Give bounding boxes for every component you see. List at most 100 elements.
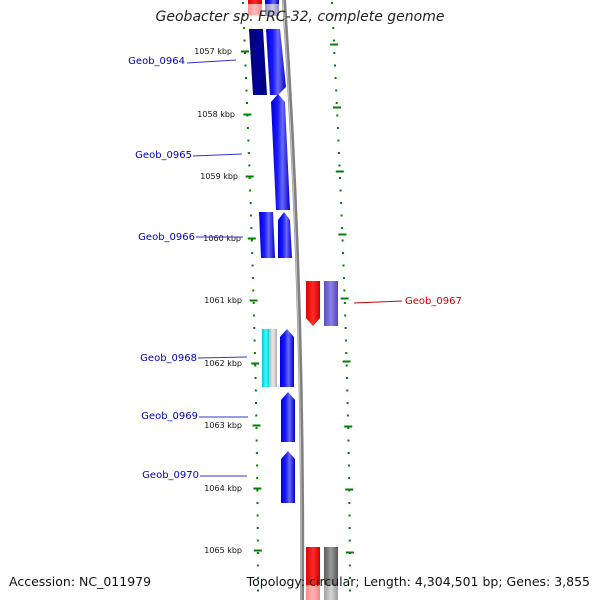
gene-feature-top-light[interactable] — [265, 4, 279, 16]
scale-right-minor-tick — [337, 139, 340, 142]
scale-left-minor-tick — [253, 327, 256, 329]
scale-left-minor-tick — [253, 352, 256, 354]
gene-label-geob-0968[interactable]: Geob_0968 — [140, 353, 197, 364]
gene-feature-geob-0964-navy[interactable] — [249, 29, 267, 95]
gene-feature-geob-0965[interactable] — [271, 94, 290, 210]
scale-left-minor-tick — [247, 152, 250, 154]
gene-feature-geob-0968-cyan[interactable] — [262, 329, 270, 387]
scale-left-major-tick — [252, 424, 261, 427]
leader-geob-0968 — [197, 356, 248, 359]
scale-right-minor-tick — [341, 227, 344, 229]
scale-left-minor-tick — [245, 89, 248, 92]
kbp-label-1059: 1059 kbp — [200, 172, 238, 181]
scale-left-minor-tick — [253, 339, 256, 342]
scale-right-major-tick — [333, 106, 341, 109]
scale-right-major-tick — [344, 425, 353, 428]
kbp-label-1065: 1065 kbp — [204, 546, 242, 555]
scale-right-minor-tick — [334, 64, 336, 67]
scale-left-minor-tick — [244, 64, 247, 67]
kbp-label-1064: 1064 kbp — [204, 484, 242, 493]
scale-left-minor-tick — [249, 189, 252, 192]
scale-right-minor-tick — [342, 277, 345, 279]
scale-right-minor-tick — [342, 252, 344, 254]
gene-label-geob-0967[interactable]: Geob_0967 — [405, 296, 462, 307]
scale-left-minor-tick — [256, 552, 259, 554]
gene-feature-geob-0970[interactable] — [281, 451, 295, 503]
scale-right-minor-tick — [344, 327, 347, 329]
scale-right-major-tick — [345, 551, 354, 554]
leader-geob-0967 — [353, 300, 403, 304]
scale-right-minor-tick — [346, 402, 349, 404]
leader-geob-0965 — [192, 153, 243, 157]
gene-label-leaders — [186, 59, 403, 477]
scale-right-minor-tick — [349, 589, 351, 592]
scale-right-minor-tick — [345, 339, 347, 342]
scale-left-minor-tick — [246, 102, 248, 104]
gene-label-geob-0969[interactable]: Geob_0969 — [141, 411, 198, 422]
scale-left-minor-tick — [245, 77, 247, 79]
scale-right-minor-tick — [345, 364, 348, 367]
gene-feature-bottom-light[interactable] — [324, 585, 338, 600]
gene-feature-geob-0967-red[interactable] — [306, 281, 320, 326]
scale-right-minor-tick — [335, 89, 338, 92]
scale-left-major-tick — [245, 175, 254, 178]
scale-left-minor-tick — [246, 127, 249, 129]
kbp-label-1063: 1063 kbp — [204, 421, 242, 430]
scale-right-minor-tick — [348, 514, 351, 517]
scale-right-major-tick — [330, 43, 339, 46]
genome-backbone-arc — [282, 0, 305, 600]
scale-right-minor-tick — [342, 264, 345, 267]
scale-right-minor-tick — [341, 239, 344, 242]
gene-feature-bottom-pink[interactable] — [306, 585, 320, 600]
scale-right-minor-tick — [348, 502, 351, 504]
scale-right-minor-tick — [333, 52, 336, 54]
forward-strand-features — [248, 0, 295, 503]
scale-left-minor-tick — [256, 489, 259, 492]
scale-left-minor-tick — [257, 589, 259, 592]
scale-left-minor-tick — [250, 214, 252, 217]
scale-left-minor-tick — [256, 527, 259, 529]
gene-feature-geob-0967-purple[interactable] — [324, 281, 338, 326]
scale-left-major-tick — [253, 487, 262, 490]
gene-label-geob-0965[interactable]: Geob_0965 — [135, 150, 192, 161]
scale-left-minor-tick — [242, 14, 245, 17]
scale-left-minor-tick — [255, 452, 258, 454]
scale-ticks-left — [241, 2, 262, 592]
scale-left-minor-tick — [256, 514, 259, 517]
scale-right-minor-tick — [347, 439, 350, 442]
scale-right-minor-tick — [348, 527, 351, 529]
scale-left-minor-tick — [255, 427, 258, 429]
gene-feature-geob-0966-b[interactable] — [278, 212, 292, 258]
scale-left-minor-tick — [256, 539, 259, 542]
scale-left-major-tick — [249, 299, 258, 302]
scale-left-minor-tick — [250, 239, 253, 242]
scale-right-minor-tick — [347, 452, 350, 454]
scale-right-minor-tick — [338, 164, 341, 167]
scale-left-minor-tick — [256, 464, 259, 467]
scale-right-minor-tick — [334, 77, 337, 79]
scale-right-minor-tick — [349, 577, 351, 579]
scale-right-minor-tick — [343, 302, 346, 304]
gene-feature-top-pink[interactable] — [248, 4, 262, 16]
gene-label-geob-0966[interactable]: Geob_0966 — [138, 232, 195, 243]
scale-right-minor-tick — [339, 189, 342, 192]
gene-feature-geob-0964-blue[interactable] — [266, 29, 286, 95]
scale-left-minor-tick — [248, 164, 251, 167]
gene-feature-geob-0968-gray[interactable] — [269, 329, 277, 387]
scale-right-minor-tick — [347, 464, 350, 467]
kbp-label-1058: 1058 kbp — [197, 110, 235, 119]
scale-left-minor-tick — [253, 314, 255, 317]
gene-label-geob-0970[interactable]: Geob_0970 — [142, 470, 199, 481]
gene-feature-geob-0969[interactable] — [281, 392, 295, 442]
gene-feature-geob-0968-blue[interactable] — [280, 329, 294, 387]
scale-left-minor-tick — [255, 439, 258, 442]
scale-left-minor-tick — [252, 302, 255, 304]
scale-right-major-tick — [338, 233, 347, 236]
scale-right-minor-tick — [336, 127, 339, 129]
gene-feature-geob-0966-a[interactable] — [259, 212, 275, 258]
gene-label-geob-0964[interactable]: Geob_0964 — [128, 56, 185, 67]
leader-geob-0964 — [186, 59, 237, 64]
accession-number: Accession: NC_011979 — [9, 574, 152, 589]
scale-right-major-tick — [342, 360, 351, 363]
